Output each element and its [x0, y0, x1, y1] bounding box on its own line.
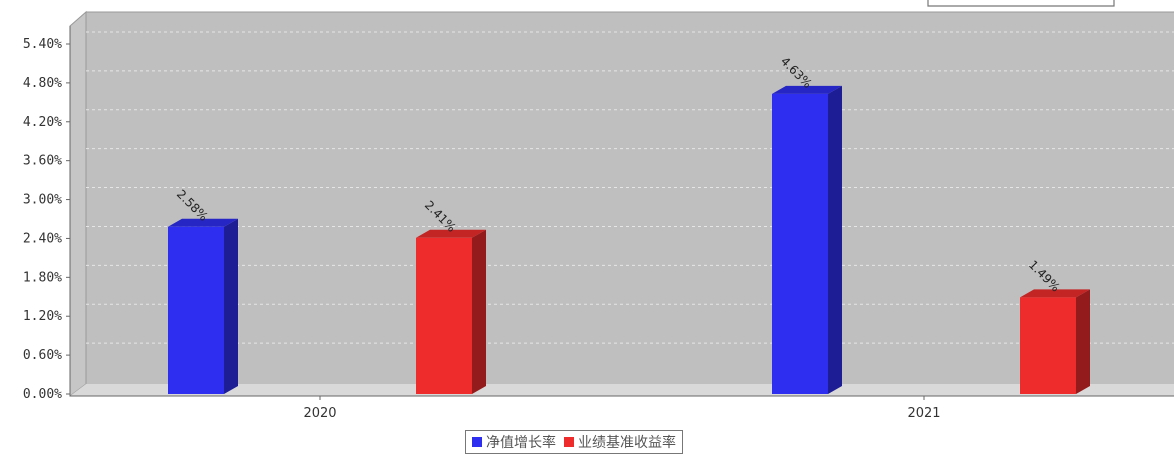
- top-right-legend-frame: [927, 0, 1115, 7]
- y-tick-label: 1.80%: [23, 270, 62, 285]
- plot-back-wall: [86, 12, 1174, 384]
- bar-side: [472, 229, 486, 394]
- y-axis-ticks: 0.00% 0.60% 1.20% 1.80% 2.40% 3.00% 3.60% 4.20%…: [23, 37, 70, 402]
- legend: 净值增长率 业绩基准收益率: [465, 430, 683, 454]
- y-tick-label: 2.40%: [23, 231, 62, 246]
- bars: [168, 85, 1090, 394]
- bar-front: [416, 237, 472, 394]
- plot-left-wall: [69, 10, 87, 397]
- y-tick-label: 1.20%: [23, 309, 62, 324]
- bar: [416, 229, 486, 394]
- legend-swatch: [564, 437, 574, 447]
- legend-label: 净值增长率: [486, 435, 556, 451]
- bar-top: [416, 229, 486, 238]
- legend-item: 净值增长率: [472, 432, 556, 452]
- x-tick-label: 2020: [303, 406, 336, 421]
- y-tick-label: 4.80%: [23, 76, 62, 91]
- legend-item: 业绩基准收益率: [564, 432, 676, 452]
- y-tick-label: 5.40%: [23, 37, 62, 52]
- bar: [772, 85, 842, 394]
- y-tick-label: 3.00%: [23, 193, 62, 208]
- bar-side: [224, 218, 238, 394]
- y-tick-label: 3.60%: [23, 154, 62, 169]
- bar-side: [828, 85, 842, 394]
- bar-front: [168, 226, 224, 394]
- x-tick-label: 2021: [907, 406, 940, 421]
- bar-top: [1020, 289, 1090, 298]
- gridlines: [86, 31, 1174, 344]
- bar: [1020, 289, 1090, 394]
- x-axis-ticks: 2020 2021: [303, 396, 941, 421]
- y-tick-label: 0.00%: [23, 387, 62, 402]
- plot-floor: [70, 384, 1174, 396]
- legend-label: 业绩基准收益率: [578, 435, 676, 451]
- bar: [168, 218, 238, 394]
- legend-swatch: [472, 437, 482, 447]
- y-tick-label: 0.60%: [23, 348, 62, 363]
- bar-front: [772, 93, 828, 394]
- bar-side: [1076, 289, 1090, 394]
- bar-front: [1020, 297, 1076, 394]
- bar-top: [168, 218, 238, 227]
- y-tick-label: 4.20%: [23, 115, 62, 130]
- bar-top: [772, 85, 842, 94]
